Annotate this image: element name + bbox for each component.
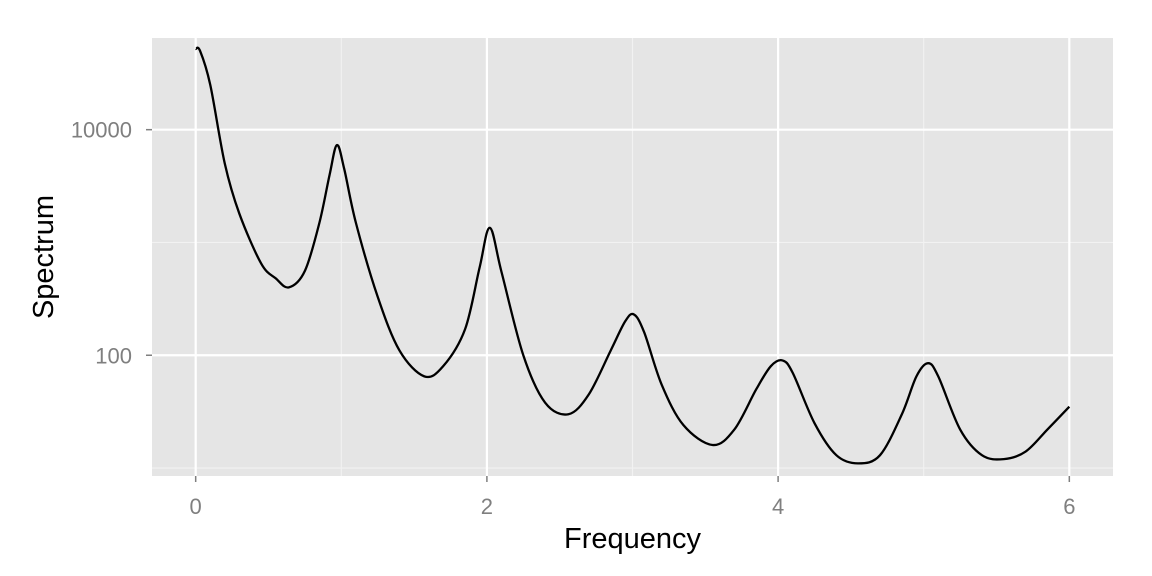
minor-gridlines xyxy=(152,38,1113,476)
y-tick-label: 10000 xyxy=(71,118,132,143)
x-axis-title: Frequency xyxy=(564,523,702,555)
x-tick-label: 4 xyxy=(772,494,784,519)
major-gridlines xyxy=(152,38,1113,476)
spectrum-line xyxy=(194,46,1071,465)
x-tick-label: 6 xyxy=(1063,494,1075,519)
x-axis-ticks: 0 2 4 6 xyxy=(190,476,1075,519)
y-axis-ticks: 100 10000 xyxy=(71,118,152,368)
y-tick-label: 100 xyxy=(95,343,132,368)
x-tick-label: 0 xyxy=(190,494,202,519)
y-axis-title: Spectrum xyxy=(28,195,60,319)
x-tick-label: 2 xyxy=(481,494,493,519)
